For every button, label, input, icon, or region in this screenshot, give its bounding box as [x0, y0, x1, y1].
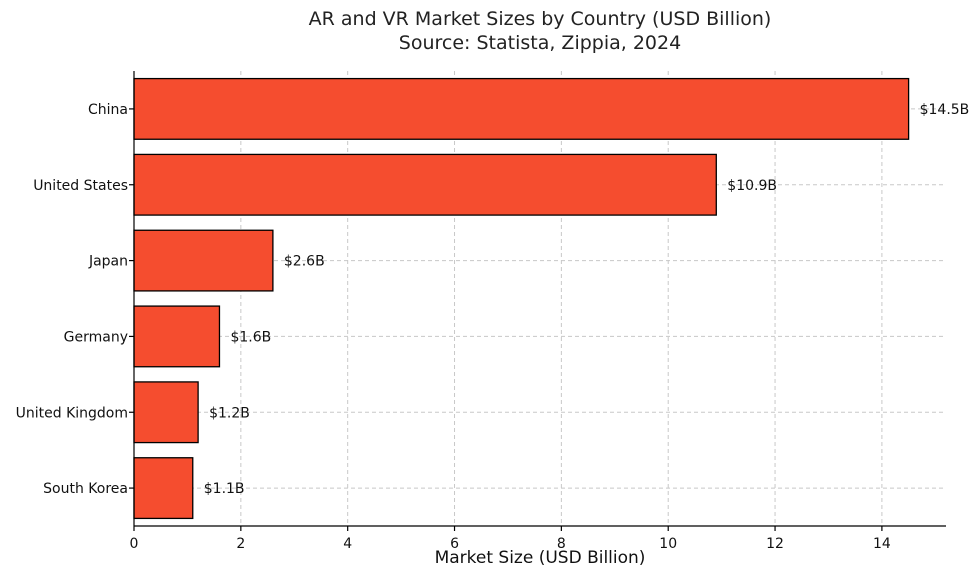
data-label: $10.9B — [727, 178, 777, 194]
x-tick-label: 14 — [873, 536, 891, 552]
x-tick-label: 8 — [557, 536, 566, 552]
category-label: Germany — [64, 329, 128, 345]
chart-subtitle: Source: Statista, Zippia, 2024 — [399, 32, 681, 54]
x-tick-label: 6 — [450, 536, 459, 552]
x-tick-label: 0 — [130, 536, 139, 552]
data-label: $2.6B — [284, 254, 325, 270]
x-tick-label: 4 — [343, 536, 352, 552]
x-tick-label: 10 — [659, 536, 677, 552]
bar — [133, 457, 194, 520]
chart-title: AR and VR Market Sizes by Country (USD B… — [309, 8, 772, 30]
bar — [133, 229, 274, 292]
bar — [133, 153, 717, 216]
data-label: $14.5B — [920, 102, 970, 118]
data-label: $1.6B — [230, 329, 271, 345]
axes — [129, 71, 946, 531]
data-label: $1.1B — [204, 481, 245, 497]
labels: 0 2 4 6 8 10 12 14 China $14.5B United States $10.9… — [16, 102, 970, 552]
category-label: United States — [33, 178, 128, 194]
category-label: South Korea — [43, 481, 128, 497]
bar — [133, 381, 199, 444]
bars — [133, 77, 910, 520]
bar — [133, 77, 910, 140]
category-label: United Kingdom — [16, 405, 128, 421]
x-axis-label: Market Size (USD Billion) — [435, 548, 646, 568]
x-tick-label: 12 — [766, 536, 784, 552]
x-tick-label: 2 — [236, 536, 245, 552]
data-label: $1.2B — [209, 405, 250, 421]
category-label: Japan — [88, 254, 128, 270]
bar — [133, 305, 221, 368]
category-label: China — [88, 102, 128, 118]
